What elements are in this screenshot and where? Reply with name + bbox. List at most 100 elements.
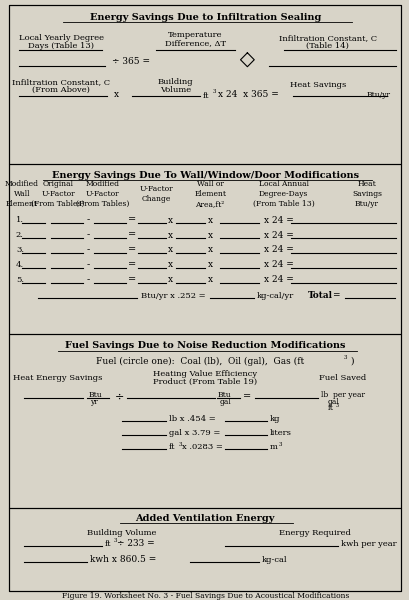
- Text: Energy Savings Due To Wall/Window/Door Modifications: Energy Savings Due To Wall/Window/Door M…: [52, 171, 358, 180]
- Text: =: =: [127, 215, 135, 224]
- Text: ft: ft: [327, 404, 333, 412]
- Text: 3: 3: [213, 89, 216, 94]
- Text: x 24  x 365 =: x 24 x 365 =: [218, 90, 278, 99]
- Text: m: m: [269, 443, 277, 451]
- Text: x: x: [207, 260, 212, 269]
- Text: x: x: [207, 245, 212, 254]
- Text: Local Yearly Degree: Local Yearly Degree: [18, 34, 103, 42]
- Text: (Table 14): (Table 14): [306, 42, 348, 50]
- Text: gal: gal: [327, 398, 339, 406]
- Text: kg-cal: kg-cal: [261, 556, 287, 563]
- Text: x 24 =: x 24 =: [263, 260, 293, 269]
- Text: Fuel (circle one):  Coal (lb),  Oil (gal),  Gas (ft: Fuel (circle one): Coal (lb), Oil (gal),…: [96, 357, 304, 366]
- Text: ): ): [350, 357, 353, 366]
- Bar: [9, 334, 400, 508]
- Text: Wall or
Element
Area,ft²: Wall or Element Area,ft²: [193, 181, 225, 208]
- Text: x: x: [168, 260, 173, 269]
- Text: x: x: [168, 215, 173, 224]
- Text: Btu: Btu: [218, 391, 231, 400]
- Text: 3.: 3.: [16, 246, 24, 254]
- Text: Btu: Btu: [88, 391, 102, 400]
- Text: -: -: [87, 230, 90, 239]
- Text: x: x: [168, 275, 173, 284]
- Text: =: =: [127, 245, 135, 254]
- Text: Heating Value Efficiency: Heating Value Efficiency: [153, 370, 256, 379]
- Text: Days (Table 13): Days (Table 13): [28, 42, 94, 50]
- Text: 1.: 1.: [16, 216, 24, 224]
- Bar: [9, 5, 400, 164]
- Text: =: =: [331, 291, 339, 300]
- Text: kwh x 860.5 =: kwh x 860.5 =: [90, 555, 156, 564]
- Text: =: =: [127, 260, 135, 269]
- Text: gal: gal: [219, 398, 231, 406]
- Text: x: x: [207, 215, 212, 224]
- Text: Btu/yr x .252 =: Btu/yr x .252 =: [141, 292, 206, 300]
- Text: gal x 3.79 =: gal x 3.79 =: [169, 429, 220, 437]
- Text: Fuel Savings Due to Noise Reduction Modifications: Fuel Savings Due to Noise Reduction Modi…: [65, 341, 345, 350]
- Text: 3: 3: [278, 442, 281, 446]
- Text: Heat Energy Savings: Heat Energy Savings: [13, 374, 103, 382]
- Text: lb x .454 =: lb x .454 =: [169, 415, 215, 423]
- Bar: [9, 164, 400, 334]
- Text: 3: 3: [178, 442, 182, 446]
- Text: x: x: [207, 275, 212, 284]
- Text: x: x: [168, 245, 173, 254]
- Text: (From Above): (From Above): [32, 86, 90, 94]
- Text: Modified
U-Factor
(From Tables): Modified U-Factor (From Tables): [75, 181, 128, 208]
- Text: Temperature: Temperature: [168, 31, 222, 39]
- Text: ÷ 365 =: ÷ 365 =: [112, 57, 150, 66]
- Text: Heat
Savings
Btu/yr: Heat Savings Btu/yr: [351, 181, 381, 208]
- Text: x 24 =: x 24 =: [263, 230, 293, 239]
- Text: x: x: [207, 230, 212, 239]
- Text: Total: Total: [308, 291, 333, 300]
- Text: Product (From Table 19): Product (From Table 19): [153, 377, 256, 385]
- Text: ft: ft: [105, 540, 111, 548]
- Text: ÷: ÷: [115, 391, 124, 401]
- Text: 2.: 2.: [16, 231, 24, 239]
- Text: x: x: [168, 230, 173, 239]
- Text: -: -: [87, 215, 90, 224]
- Text: Local Annual
Degree-Days
(From Table 13): Local Annual Degree-Days (From Table 13): [252, 181, 314, 208]
- Text: 4.: 4.: [16, 261, 24, 269]
- Text: ft: ft: [169, 443, 175, 451]
- Text: liters: liters: [269, 429, 291, 437]
- Text: 5.: 5.: [16, 276, 24, 284]
- Text: 3: 3: [335, 403, 338, 408]
- Text: ft: ft: [202, 92, 208, 100]
- Text: x 24 =: x 24 =: [263, 215, 293, 224]
- Bar: [9, 508, 400, 590]
- Text: x 24 =: x 24 =: [263, 245, 293, 254]
- Text: U-Factor
Change: U-Factor Change: [139, 185, 173, 203]
- Text: Btu/yr: Btu/yr: [366, 91, 390, 98]
- Text: 3: 3: [343, 355, 346, 360]
- Text: Building: Building: [157, 77, 193, 86]
- Text: Infiltration Constant, C: Infiltration Constant, C: [278, 34, 376, 42]
- Text: Added Ventilation Energy: Added Ventilation Energy: [135, 514, 274, 523]
- Text: kg-cal/yr: kg-cal/yr: [256, 292, 294, 300]
- Text: Original
U-Factor
(From Tables): Original U-Factor (From Tables): [31, 181, 85, 208]
- Text: Energy Required: Energy Required: [278, 529, 350, 537]
- Text: -: -: [87, 245, 90, 254]
- Text: x: x: [114, 90, 119, 99]
- Text: Figure 19. Worksheet No. 3 - Fuel Savings Due to Acoustical Modifications: Figure 19. Worksheet No. 3 - Fuel Saving…: [61, 592, 348, 599]
- Text: x .0283 =: x .0283 =: [181, 443, 222, 451]
- Text: Fuel Saved: Fuel Saved: [318, 374, 365, 382]
- Text: ÷ 233 =: ÷ 233 =: [117, 539, 154, 548]
- Text: Volume: Volume: [160, 86, 191, 94]
- Text: yr: yr: [90, 398, 98, 406]
- Text: =: =: [243, 392, 251, 401]
- Text: =: =: [127, 230, 135, 239]
- Text: x 24 =: x 24 =: [263, 275, 293, 284]
- Text: -: -: [87, 260, 90, 269]
- Text: -: -: [87, 275, 90, 284]
- Text: =: =: [127, 275, 135, 284]
- Text: lb  per year: lb per year: [320, 391, 364, 400]
- Text: Building Volume: Building Volume: [87, 529, 157, 537]
- Text: kwh per year: kwh per year: [340, 540, 395, 548]
- Text: Energy Savings Due to Infiltration Sealing: Energy Savings Due to Infiltration Seali…: [89, 13, 320, 22]
- Text: 3: 3: [114, 538, 117, 543]
- Text: Infiltration Constant, C: Infiltration Constant, C: [12, 77, 110, 86]
- Text: Difference, ΔT: Difference, ΔT: [164, 39, 225, 47]
- Text: Modified
Wall
Element: Modified Wall Element: [5, 181, 39, 208]
- Text: kg: kg: [269, 415, 280, 423]
